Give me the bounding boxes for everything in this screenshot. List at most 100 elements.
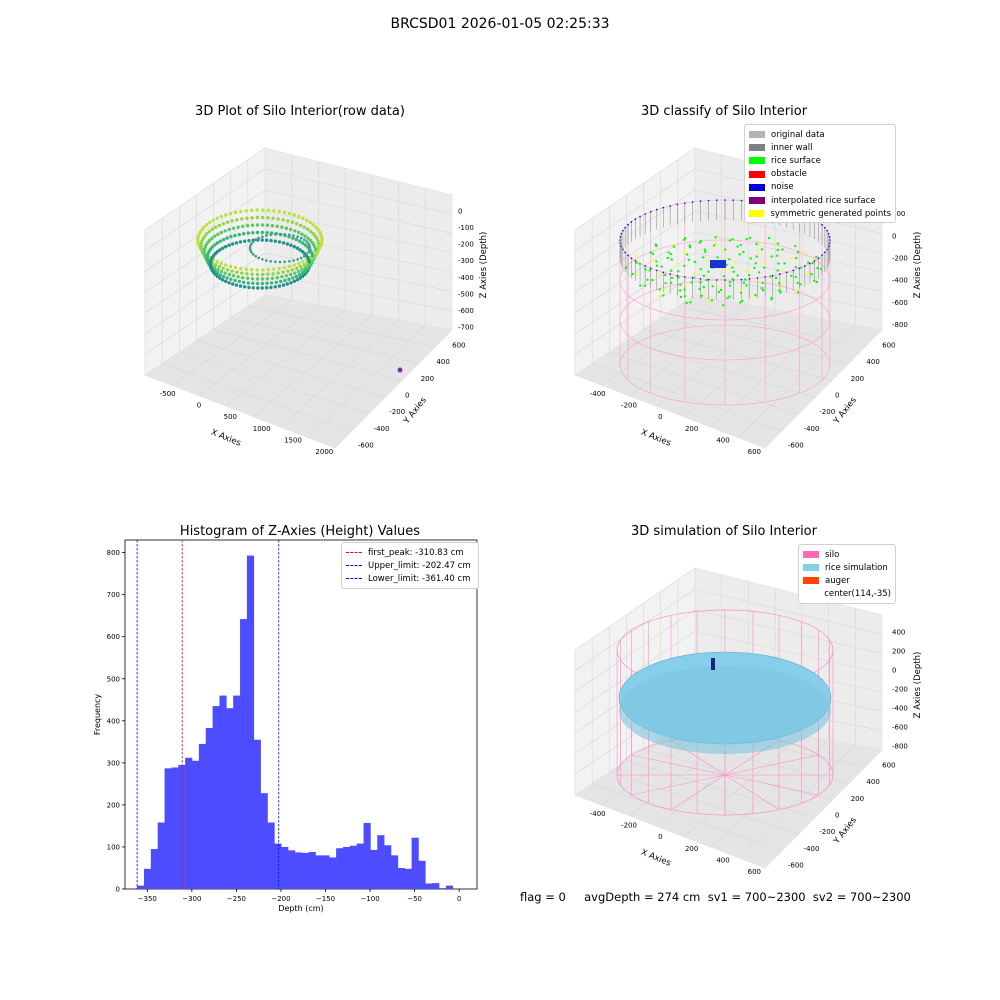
histogram-bar [192, 760, 200, 889]
data-point [311, 256, 315, 261]
data-point [281, 283, 286, 287]
data-point [287, 277, 291, 281]
rice-surface-point [707, 300, 711, 303]
legend-swatch [749, 183, 765, 191]
histogram-bar [445, 885, 454, 889]
rice-surface-point [795, 289, 799, 292]
data-point [276, 217, 280, 221]
tick-label: -200 [621, 402, 637, 410]
noise-point [707, 199, 710, 202]
rice-surface-point [658, 288, 661, 291]
noise-point [624, 226, 626, 229]
noise-point [699, 278, 702, 280]
silo-floor-wire [631, 754, 726, 776]
noise-point [724, 199, 726, 201]
data-point [227, 281, 231, 285]
noise-point [624, 251, 626, 254]
data-point [224, 213, 228, 217]
rice-surface-point [820, 267, 823, 271]
data-point [287, 211, 292, 216]
tick-label: 600 [107, 633, 120, 641]
data-point [218, 276, 222, 280]
legend-label: symmetric generated points [770, 208, 891, 219]
legend-label: rice surface [771, 155, 821, 166]
noise-point [620, 232, 623, 235]
data-point [249, 244, 252, 248]
rice-surface-point [704, 250, 707, 254]
data-point [265, 223, 270, 227]
rice-surface-point [796, 281, 799, 285]
rice-surface-point [672, 245, 676, 248]
data-point [265, 238, 269, 242]
data-point [230, 269, 234, 273]
data-point [302, 225, 307, 229]
legend-label: rice simulation [825, 562, 888, 573]
panel2-legend: original data inner wall rice surface ob… [744, 124, 896, 224]
rice-surface-point [796, 251, 800, 254]
tick-label: −250 [227, 895, 246, 903]
data-point [308, 220, 312, 225]
tick-label: -400 [892, 705, 908, 713]
legend-line [346, 565, 362, 567]
rice-surface-point [745, 284, 748, 287]
noise-point [630, 221, 633, 223]
noise-point [740, 278, 743, 281]
noise-point [827, 232, 830, 235]
tick-label: 400 [716, 857, 729, 865]
data-point [282, 210, 287, 215]
legend-swatch [749, 157, 765, 165]
noise-point [676, 203, 679, 206]
noise-point [821, 223, 823, 226]
data-point [319, 232, 323, 237]
data-point [286, 219, 290, 223]
tick-label: -700 [458, 324, 474, 332]
rice-surface-point [754, 262, 757, 265]
tick-label: 0 [892, 667, 896, 675]
rice-surface-point [699, 281, 702, 284]
data-point [257, 256, 261, 260]
rice-surface-point [663, 287, 666, 291]
rice-surface-point [651, 258, 654, 262]
noise-point [771, 274, 774, 277]
rice-surface-point [728, 295, 731, 298]
rice-surface-point [778, 289, 781, 292]
data-point [300, 232, 304, 236]
legend-swatch [749, 170, 765, 178]
rice-surface-point [806, 272, 810, 275]
grid-line [710, 739, 829, 848]
tick-label: -400 [374, 425, 390, 433]
obstacle-cluster [710, 260, 726, 268]
data-point [250, 208, 254, 212]
rice-surface-point [705, 278, 708, 282]
rice-surface-point [683, 295, 687, 298]
noise-point [817, 257, 820, 259]
data-point [244, 267, 248, 271]
histogram-bar [356, 843, 364, 889]
rice-surface-point [760, 248, 764, 251]
data-point [234, 283, 239, 287]
data-point [265, 281, 269, 285]
data-point [213, 263, 218, 267]
data-point [310, 254, 315, 258]
data-point [257, 236, 261, 240]
legend-swatch [749, 144, 765, 152]
histogram-bar [288, 850, 296, 889]
rice-surface-point [664, 273, 667, 277]
data-point [233, 265, 238, 270]
rice-surface-point [698, 241, 702, 244]
rice-surface-point [699, 268, 702, 271]
rice-surface-point [761, 281, 764, 284]
tick-label: 400 [866, 778, 879, 786]
rice-surface-point [776, 269, 779, 272]
rice-surface-point [666, 256, 669, 260]
legend-swatch [803, 564, 819, 572]
data-point [205, 222, 209, 227]
rice-surface-point [776, 248, 779, 252]
rice-surface-point [676, 263, 679, 266]
data-point [242, 232, 246, 236]
rice-surface-point [693, 276, 696, 279]
rice-surface-point [815, 255, 818, 259]
data-point [221, 274, 226, 279]
data-point [239, 209, 243, 214]
